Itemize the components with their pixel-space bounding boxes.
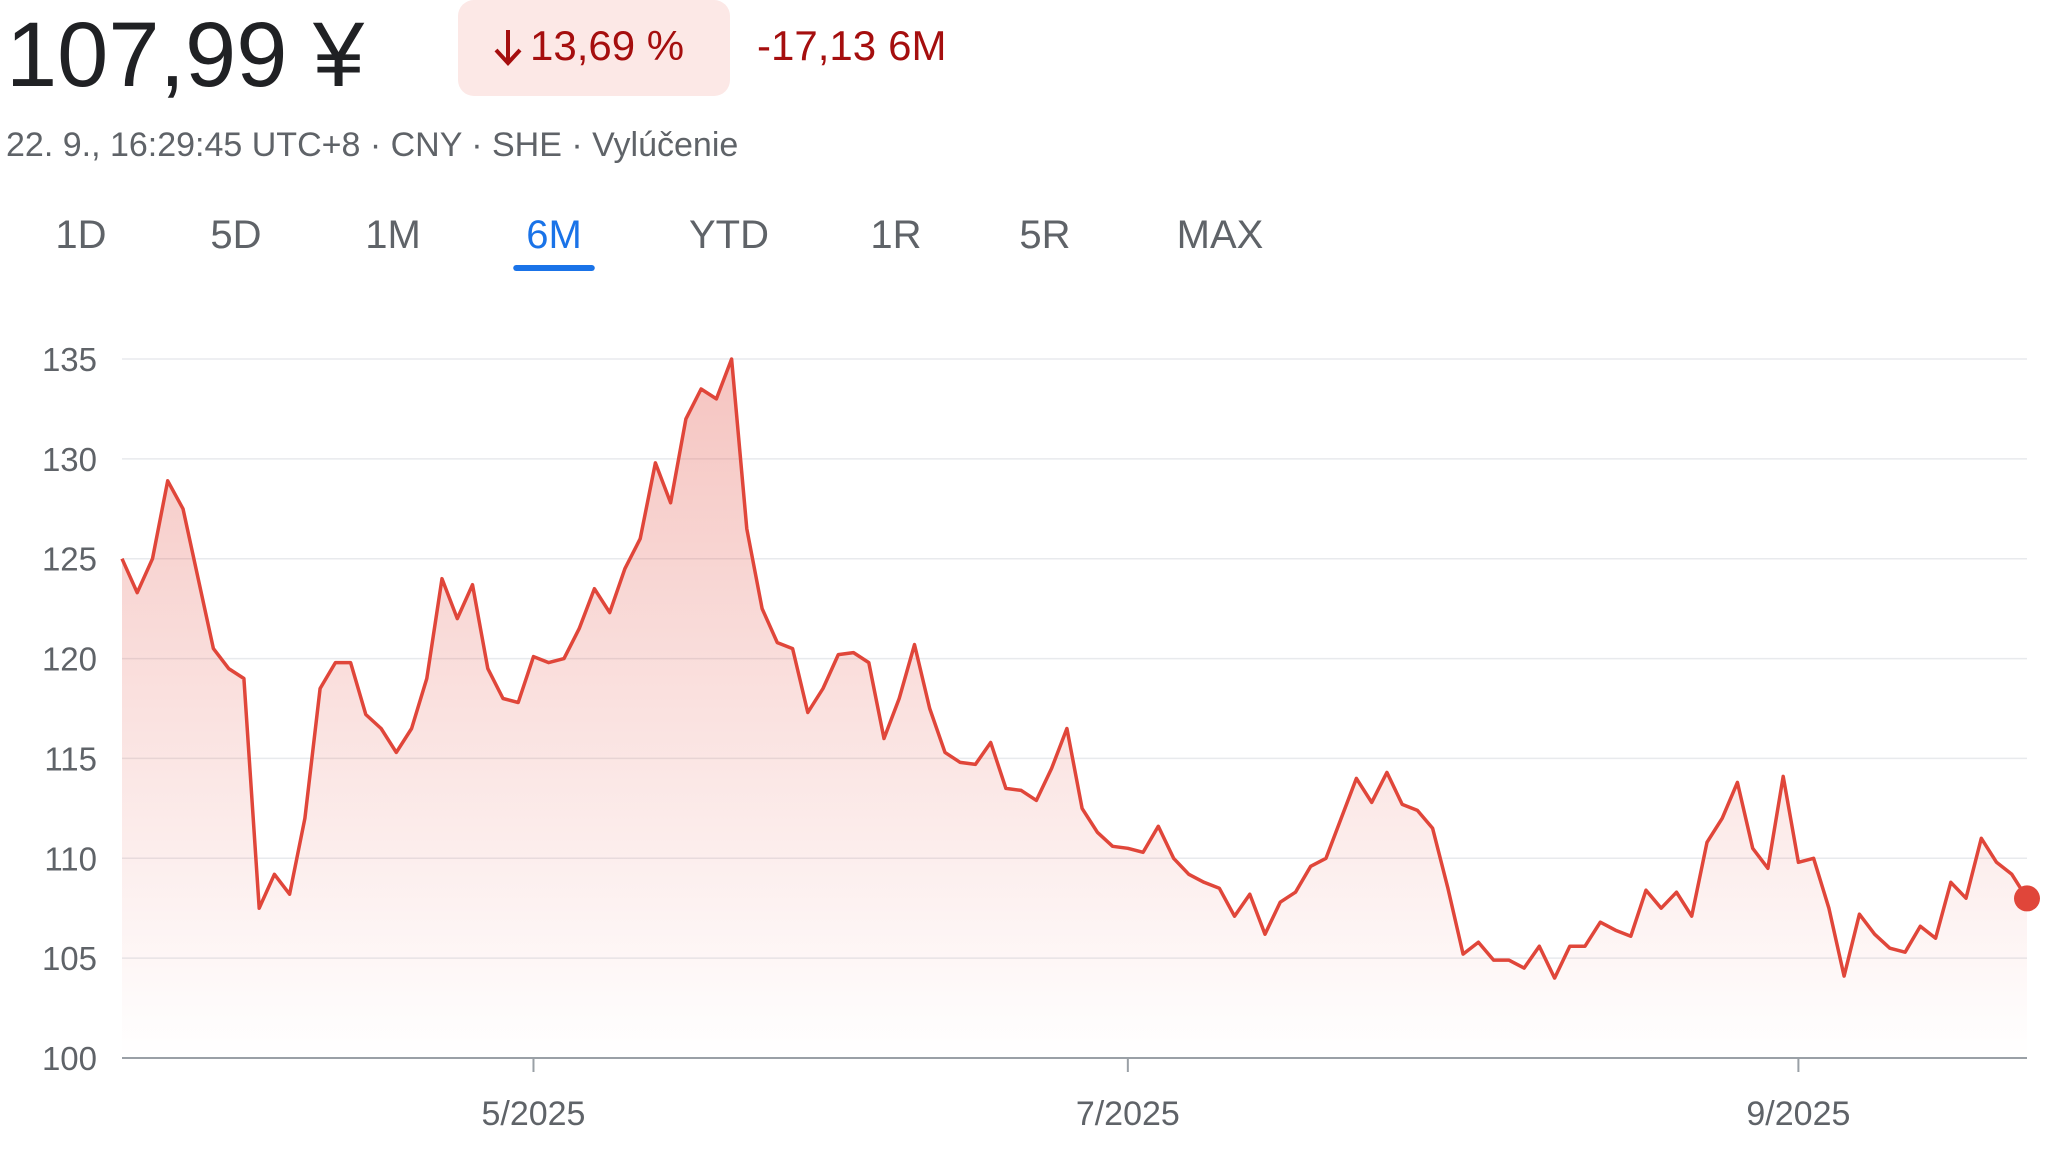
y-tick-label: 135: [42, 341, 97, 378]
price-line: [120, 357, 2029, 980]
y-tick-label: 100: [42, 1040, 97, 1077]
last-point: [2014, 885, 2040, 912]
x-tick-label: 9/2025: [1746, 1095, 1850, 1133]
y-tick-label: 120: [42, 641, 97, 678]
change-badge: [458, 0, 730, 96]
plot: 100 105 110 115 120 125 130 135 5/2025 7/2025 9/20…: [42, 341, 2040, 1133]
x-tick-label: 7/2025: [1076, 1095, 1180, 1133]
change-value: -17,13: [757, 22, 876, 69]
y-tick-label: 110: [44, 840, 97, 877]
change-absolute: -17,13 6M: [757, 22, 946, 69]
range-tab[interactable]: 5D: [210, 213, 261, 257]
change-period: 6M: [888, 22, 946, 69]
range-tab[interactable]: 1R: [870, 213, 921, 257]
range-tabs: 1D 5D 1M 6M YTD 1R 5R MAX: [55, 213, 1263, 271]
range-tab[interactable]: 1D: [55, 213, 106, 257]
quote-meta: 22. 9., 16:29:45 UTC+8 · CNY · SHE · Vyl…: [6, 126, 738, 164]
range-tab[interactable]: YTD: [689, 213, 769, 257]
y-tick-label: 115: [44, 740, 97, 777]
range-tab[interactable]: 1M: [365, 213, 421, 257]
change-percent: 13,69 %: [530, 22, 684, 69]
x-tick-label: 5/2025: [481, 1095, 585, 1133]
y-tick-label: 105: [42, 940, 97, 977]
area-fill: [122, 359, 2027, 1058]
range-tab[interactable]: 6M: [526, 213, 582, 257]
tab-underline: [513, 265, 595, 271]
down-arrow-icon: [494, 30, 522, 66]
price: 107,99 ¥: [6, 4, 365, 106]
range-tab[interactable]: 5R: [1019, 213, 1070, 257]
range-tab[interactable]: MAX: [1177, 213, 1264, 257]
y-tick-label: 130: [42, 441, 97, 478]
y-tick-label: 125: [42, 541, 97, 578]
